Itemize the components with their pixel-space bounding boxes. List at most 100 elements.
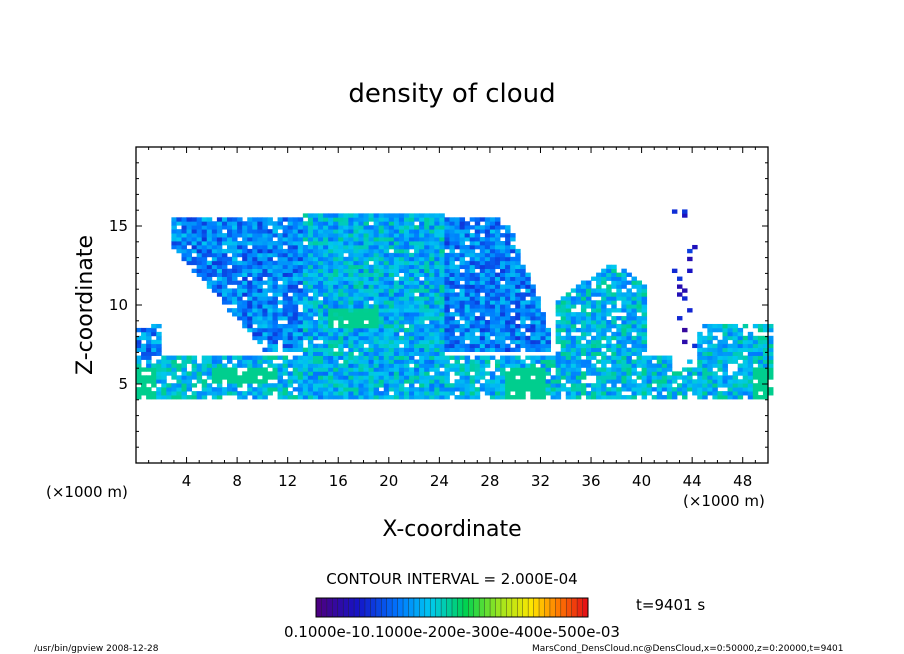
cloud-cell [272,260,278,266]
cloud-cell [312,323,319,329]
cloud-cell [550,375,557,380]
cloud-cell [505,316,511,321]
cloud-cell [388,335,395,341]
cloud-cell [373,379,380,384]
cloud-cell [277,221,284,226]
cloud-cell [651,363,658,368]
cloud-cell [424,244,430,250]
cloud-cell [732,331,739,337]
cloud-cell [434,391,440,396]
cloud-cell [227,391,233,396]
cloud-cell [409,359,415,364]
cloud-cell [232,252,238,258]
cloud-cell [565,320,572,325]
cloud-cell [768,347,774,353]
cloud-cell [510,316,516,321]
cloud-cell [353,244,359,250]
cloud-cell [414,375,420,380]
cloud-cell [323,252,329,258]
cloud-cell [540,355,546,360]
cloud-cell [302,221,309,226]
cloud-cell [227,260,233,266]
cloud-cell [232,296,238,301]
cloud-cell [419,217,425,222]
cloud-cell [393,221,400,226]
cloud-cell [343,288,349,293]
cloud-cell [232,367,238,372]
cloud-cell [297,237,304,242]
cloud-cell [479,248,486,254]
cloud-cell [363,248,369,254]
cloud-cell [388,347,395,353]
colorbar-swatch [533,598,540,617]
cloud-cell [247,292,253,297]
cloud-cell [444,312,450,317]
cloud-cell [494,221,501,226]
cloud-cell [338,351,344,356]
cloud-cell [702,323,708,329]
cloud-cell [363,383,369,388]
cloud-cell [257,272,263,277]
cloud-cell [641,312,648,317]
cloud-cell [606,296,612,301]
cloud-cell [484,347,491,353]
cloud-cell [575,288,582,293]
cloud-cell [358,244,364,250]
cloud-cell [439,343,445,349]
cloud-cell [378,355,385,360]
cloud-cell [510,375,516,380]
cloud-cell [262,264,268,270]
cloud-cell [237,395,243,400]
cloud-cell [237,252,243,258]
cloud-cell [343,268,349,274]
cloud-cell [383,241,390,246]
cloud-cell [419,268,425,274]
cloud-cell [323,308,329,313]
cloud-cell [363,221,369,226]
cloud-cell [596,375,602,380]
cloud-cell [257,233,263,238]
cloud-cell [494,383,501,388]
cloud-cell [409,272,415,277]
cloud-cell [575,359,582,364]
cloud-cell [419,300,425,305]
cloud-cell [606,395,612,400]
cloud-cell [621,272,627,277]
cloud-cell [591,391,597,396]
cloud-cell [368,387,375,392]
cloud-cell [287,391,294,396]
cloud-cell [358,316,364,321]
cloud-cell [272,331,278,337]
cloud-cell [439,347,445,353]
cloud-cell [510,383,516,388]
cloud-cell [176,375,182,380]
cloud-cell [388,379,395,384]
cloud-cell [368,391,375,396]
cloud-cell [469,248,476,254]
cloud-cell [323,288,329,293]
cloud-cell [515,316,521,321]
cloud-cell [343,316,349,321]
cloud-cell [494,323,501,329]
cloud-cell [282,280,289,285]
cloud-cell [398,355,405,360]
cloud-cell [732,343,739,349]
cloud-cell [191,237,198,242]
cloud-cell [252,335,258,341]
cloud-cell [388,320,395,325]
cloud-cell [191,217,198,222]
cloud-cell [535,323,541,329]
cloud-cell [318,375,324,380]
cloud-cell [338,379,344,384]
cloud-cell [626,316,632,321]
cloud-cell [368,280,375,285]
cloud-cell [601,296,607,301]
cloud-cell [307,300,314,305]
cloud-cell [616,367,622,372]
cloud-cell [515,252,521,258]
cloud-cell [697,363,703,368]
cloud-cell [591,304,597,309]
cloud-cell [348,387,354,392]
cloud-cell [520,296,526,301]
cloud-cell [257,327,263,333]
